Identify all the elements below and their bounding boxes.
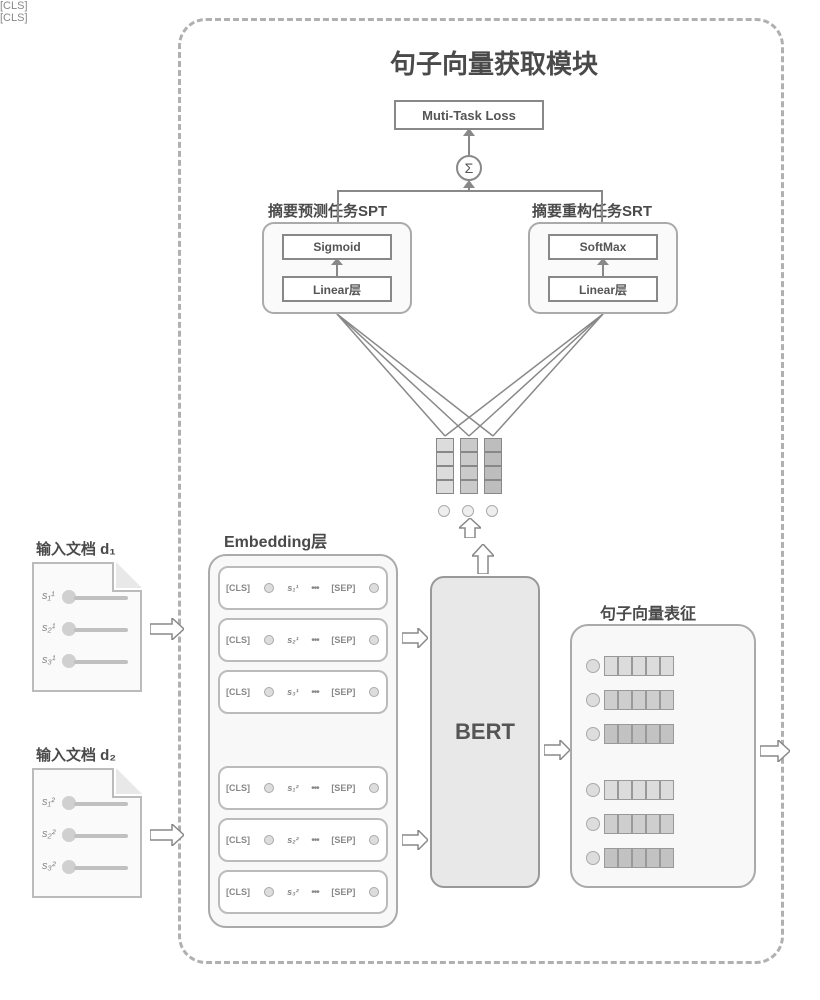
- embed-cls-2: [CLS]: [226, 635, 250, 645]
- embed-sep-4: [SEP]: [331, 783, 355, 793]
- embed-cls-4: [CLS]: [226, 783, 250, 793]
- doc2-s1: s₁²: [42, 796, 55, 808]
- embed-cls-5: [CLS]: [226, 835, 250, 845]
- arrowhead-up-1: [463, 128, 475, 136]
- embed-sep-1: [SEP]: [331, 583, 355, 593]
- embed-sep-6: [SEP]: [331, 887, 355, 897]
- srt-top: SoftMax: [548, 234, 658, 260]
- srt-title: 摘要重构任务SRT: [532, 200, 652, 221]
- embed-tok-5: s₂²: [287, 835, 298, 845]
- embed-row-2: [CLS] s₂¹ ••• [SEP]: [218, 618, 388, 662]
- doc2-title: 输入文档 d₂: [36, 744, 116, 765]
- arrow-embed-bert-1: [402, 628, 428, 653]
- embed-tok-6: s₃²: [287, 887, 299, 897]
- doc1-s3: s₃¹: [42, 654, 56, 666]
- embed-tok-2: s₂¹: [287, 635, 298, 645]
- arrow-cls-up: [459, 518, 481, 543]
- arrow-vec-out: [760, 740, 790, 767]
- cls-col-1: [436, 438, 454, 494]
- spt-bottom: Linear层: [282, 276, 392, 302]
- arrow-doc2-embed: [150, 824, 184, 851]
- fanout-lines: [300, 314, 640, 438]
- embed-row-6: [CLS] s₃² ••• [SEP]: [218, 870, 388, 914]
- arrow-doc1-embed: [150, 618, 184, 645]
- module-title: 句子向量获取模块: [390, 44, 598, 81]
- doc2-s3: s₃²: [42, 860, 56, 872]
- vec-row-6: [586, 848, 674, 868]
- spt-title: 摘要预测任务SPT: [268, 200, 387, 221]
- cls-vectors: [436, 438, 502, 494]
- srt-bottom: Linear层: [548, 276, 658, 302]
- loss-box: Muti-Task Loss: [394, 100, 544, 130]
- doc1-title: 输入文档 d₁: [36, 538, 116, 559]
- arrowhead-sigma: [463, 180, 475, 188]
- cls-dot-row: [438, 505, 498, 517]
- doc2-s2: s₂²: [42, 828, 55, 840]
- doc2: s₁² s₂² s₃²: [32, 768, 142, 898]
- conn-sigma-h: [337, 190, 603, 192]
- embed-sep-5: [SEP]: [331, 835, 355, 845]
- doc1-s2: s₂¹: [42, 622, 55, 634]
- embed-cls-3: [CLS]: [226, 687, 250, 697]
- conn-sigma-r: [601, 190, 603, 222]
- sigma-node: Σ: [456, 155, 482, 181]
- cls-col-3: [484, 438, 502, 494]
- srt-inner-arrow: [597, 258, 609, 265]
- doc1-s1: s₁¹: [42, 590, 55, 602]
- cls-col-2: [460, 438, 478, 494]
- embed-row-4: [CLS] s₁² ••• [SEP]: [218, 766, 388, 810]
- cls-label: [CLS]: [0, 0, 820, 12]
- vec-row-5: [586, 814, 674, 834]
- sentvec-title: 句子向量表征: [600, 600, 696, 624]
- arrow-bert-up: [472, 544, 494, 579]
- vec-row-3: [586, 724, 674, 744]
- bert-box: BERT: [430, 576, 540, 888]
- arrow-bert-vec: [544, 740, 570, 765]
- vec-row-1: [586, 656, 674, 676]
- vec-row-2: [586, 690, 674, 710]
- embedding-title: Embedding层: [224, 528, 327, 552]
- embed-sep-3: [SEP]: [331, 687, 355, 697]
- spt-inner-arrow: [331, 258, 343, 265]
- conn-sigma-l: [337, 190, 339, 222]
- embed-tok-1: s₁¹: [287, 583, 298, 593]
- spt-top: Sigmoid: [282, 234, 392, 260]
- embed-row-3: [CLS] s₃¹ ••• [SEP]: [218, 670, 388, 714]
- doc1: s₁¹ s₂¹ s₃¹: [32, 562, 142, 692]
- embed-sep-2: [SEP]: [331, 635, 355, 645]
- embed-cls-1: [CLS]: [226, 583, 250, 593]
- embed-cls-6: [CLS]: [226, 887, 250, 897]
- embed-tok-4: s₁²: [287, 783, 298, 793]
- vec-row-4: [586, 780, 674, 800]
- embed-row-1: [CLS] s₁¹ ••• [SEP]: [218, 566, 388, 610]
- arrow-embed-bert-2: [402, 830, 428, 855]
- embed-row-5: [CLS] s₂² ••• [SEP]: [218, 818, 388, 862]
- embed-tok-3: s₃¹: [287, 687, 299, 697]
